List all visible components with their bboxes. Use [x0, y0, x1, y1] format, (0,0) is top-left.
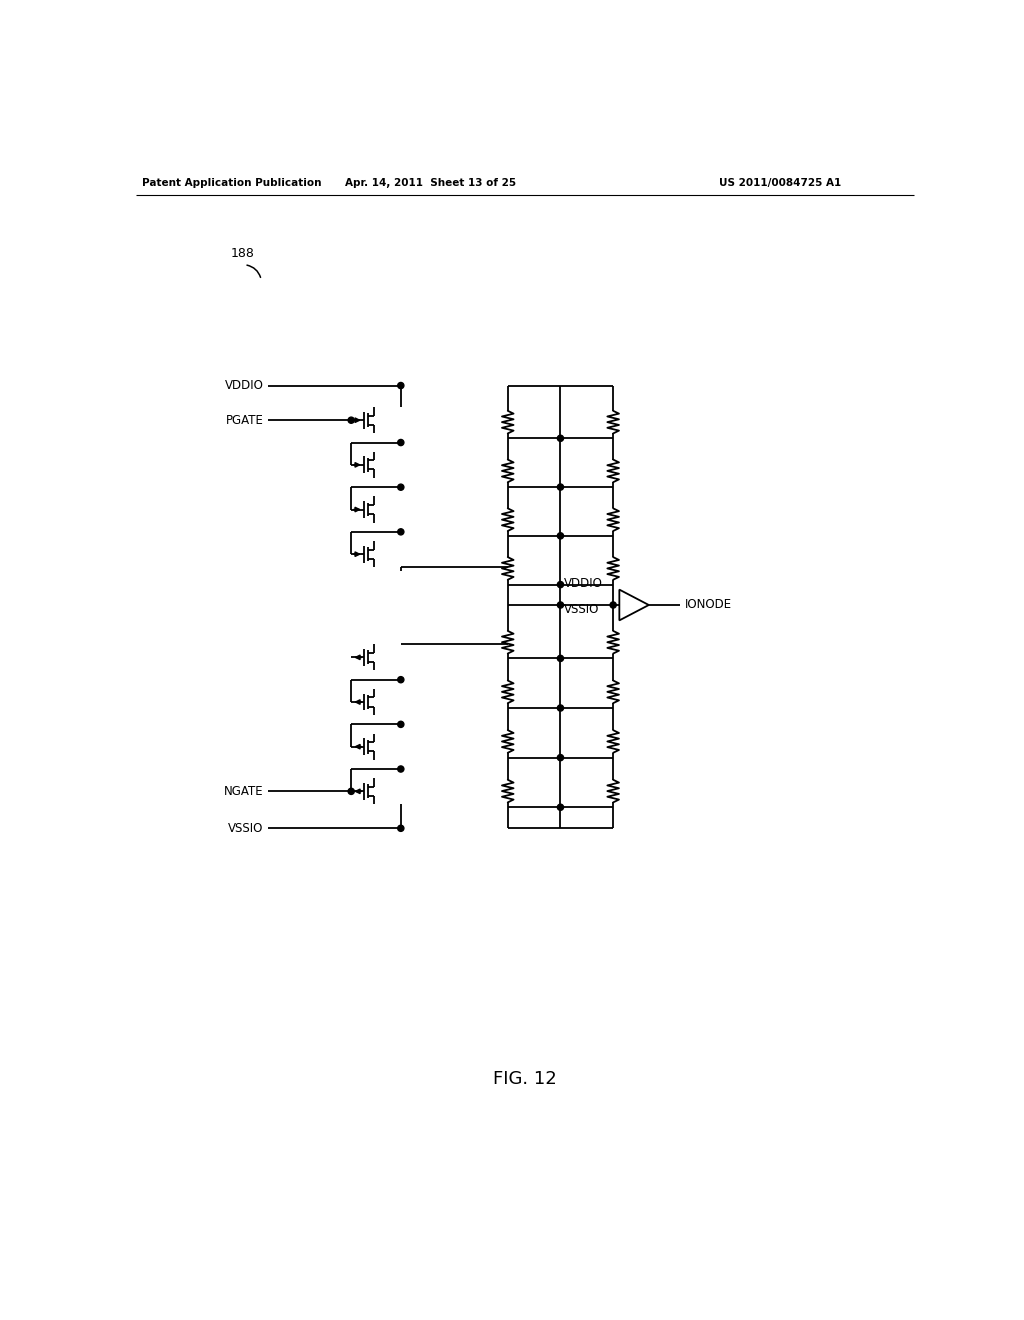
Circle shape	[348, 417, 354, 424]
Circle shape	[397, 721, 403, 727]
Circle shape	[557, 755, 563, 760]
Circle shape	[397, 529, 403, 535]
Circle shape	[557, 804, 563, 810]
Circle shape	[397, 766, 403, 772]
Text: VDDIO: VDDIO	[224, 379, 263, 392]
Circle shape	[397, 440, 403, 446]
Circle shape	[397, 825, 403, 832]
Text: NGATE: NGATE	[224, 785, 263, 797]
Text: VSSIO: VSSIO	[228, 822, 263, 834]
Circle shape	[557, 655, 563, 661]
Text: US 2011/0084725 A1: US 2011/0084725 A1	[719, 178, 841, 187]
Circle shape	[610, 602, 616, 609]
Circle shape	[557, 705, 563, 711]
Circle shape	[557, 582, 563, 587]
Text: IONODE: IONODE	[685, 598, 732, 611]
Circle shape	[397, 677, 403, 682]
Circle shape	[557, 484, 563, 490]
Text: PGATE: PGATE	[225, 413, 263, 426]
Circle shape	[397, 383, 403, 388]
Text: VDDIO: VDDIO	[564, 577, 603, 590]
Circle shape	[557, 602, 563, 609]
Text: 188: 188	[230, 247, 254, 260]
Text: Patent Application Publication: Patent Application Publication	[142, 178, 322, 187]
Text: FIG. 12: FIG. 12	[493, 1069, 557, 1088]
Circle shape	[348, 788, 354, 795]
Circle shape	[557, 436, 563, 441]
Text: VSSIO: VSSIO	[564, 603, 600, 616]
Circle shape	[557, 533, 563, 539]
Circle shape	[397, 484, 403, 490]
Text: Apr. 14, 2011  Sheet 13 of 25: Apr. 14, 2011 Sheet 13 of 25	[345, 178, 516, 187]
